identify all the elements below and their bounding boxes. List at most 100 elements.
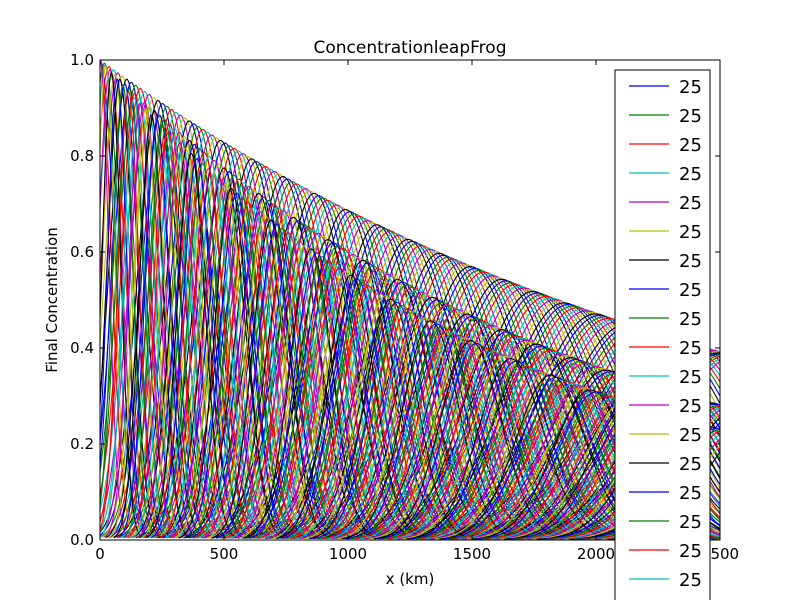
- series-line: [355, 329, 541, 540]
- series-line: [215, 220, 381, 539]
- series-line: [395, 313, 720, 540]
- legend-label: 25: [679, 570, 702, 591]
- legend-label: 25: [679, 106, 702, 127]
- legend-label: 25: [679, 367, 702, 388]
- legend-label: 25: [679, 512, 702, 533]
- series-line: [185, 193, 332, 539]
- series-line: [242, 242, 424, 539]
- series-line: [298, 284, 516, 540]
- series-line: [113, 114, 189, 538]
- series-line: [290, 285, 446, 540]
- series-line: [230, 236, 358, 539]
- series-line: [386, 337, 657, 540]
- legend-label: 25: [679, 541, 702, 562]
- series-line: [407, 319, 720, 540]
- series-line: [369, 337, 561, 540]
- series-line: [397, 353, 601, 540]
- legend-label: 25: [679, 396, 702, 417]
- legend-label: 25: [679, 454, 702, 475]
- series-line: [169, 168, 370, 539]
- series-line: [173, 182, 314, 539]
- series-line: [100, 65, 135, 537]
- y-tick-label: 0.6: [70, 243, 94, 261]
- legend-label: 25: [679, 193, 702, 214]
- series-line: [183, 192, 291, 539]
- series-line: [388, 348, 588, 540]
- series-line: [321, 273, 655, 539]
- series-line: [360, 331, 547, 540]
- x-tick-label: 0: [95, 545, 105, 563]
- series-line: [189, 196, 339, 539]
- series-line: [411, 360, 622, 540]
- legend-label: 25: [679, 77, 702, 98]
- series-line: [429, 370, 649, 540]
- series-line: [202, 210, 318, 539]
- series-line: [340, 311, 584, 540]
- series-line: [267, 267, 412, 539]
- series-line: [132, 136, 216, 539]
- series-line: [392, 350, 595, 540]
- series-line: [222, 208, 469, 539]
- x-tick-label: 1000: [329, 545, 367, 563]
- series-line: [155, 163, 250, 539]
- series-line: [128, 135, 241, 539]
- series-line: [216, 223, 338, 539]
- series-line: [262, 263, 405, 539]
- series-line: [238, 239, 418, 539]
- series-line: [318, 305, 486, 540]
- x-axis-label: x (km): [386, 570, 435, 588]
- series-line: [317, 296, 547, 540]
- series-line: [234, 240, 365, 539]
- series-line: [192, 201, 304, 539]
- plot-frame: [99, 59, 721, 541]
- series-line: [253, 256, 392, 539]
- series-line: [323, 308, 493, 540]
- series-line: [411, 320, 720, 540]
- series-line: [150, 158, 243, 539]
- series-line: [192, 200, 345, 539]
- series-line: [211, 219, 331, 539]
- y-tick-label: 0.0: [70, 531, 94, 549]
- series-line: [351, 318, 602, 540]
- legend-label: 25: [679, 309, 702, 330]
- series-line: [123, 125, 203, 538]
- series-line: [420, 325, 720, 540]
- series-line: [425, 367, 642, 540]
- series-line: [281, 278, 432, 539]
- series-line: [209, 199, 445, 539]
- series-line: [285, 281, 439, 540]
- y-axis-label: Final Concentration: [43, 227, 61, 372]
- series-line: [406, 358, 615, 540]
- series-line: [271, 271, 419, 539]
- series-line: [174, 183, 277, 539]
- series-line: [306, 289, 528, 540]
- legend-label: 25: [679, 425, 702, 446]
- series-line: [378, 342, 574, 540]
- series-line: [141, 145, 317, 539]
- series-line: [100, 60, 128, 538]
- series-line: [109, 108, 183, 538]
- series-line: [253, 251, 443, 539]
- y-tick-label: 0.4: [70, 339, 94, 357]
- series-line: [104, 111, 247, 538]
- series-line: [220, 228, 345, 539]
- legend-label: 25: [679, 135, 702, 156]
- series-line: [101, 106, 198, 538]
- series-line: [178, 187, 284, 539]
- series-line: [117, 123, 222, 538]
- series-line: [124, 131, 234, 539]
- series-line: [423, 326, 720, 540]
- series-line: [100, 71, 142, 538]
- series-line: [374, 340, 568, 540]
- series-line: [204, 210, 363, 539]
- series-line: [160, 168, 257, 539]
- y-tick-label: 0.2: [70, 435, 94, 453]
- series-line: [344, 313, 590, 540]
- series-line: [104, 102, 176, 538]
- legend-label: 25: [679, 280, 702, 301]
- series-line: [146, 152, 237, 539]
- legend-label: 25: [679, 164, 702, 185]
- chart-title: ConcentrationleapFrog: [313, 38, 506, 58]
- legend-box: [614, 69, 711, 600]
